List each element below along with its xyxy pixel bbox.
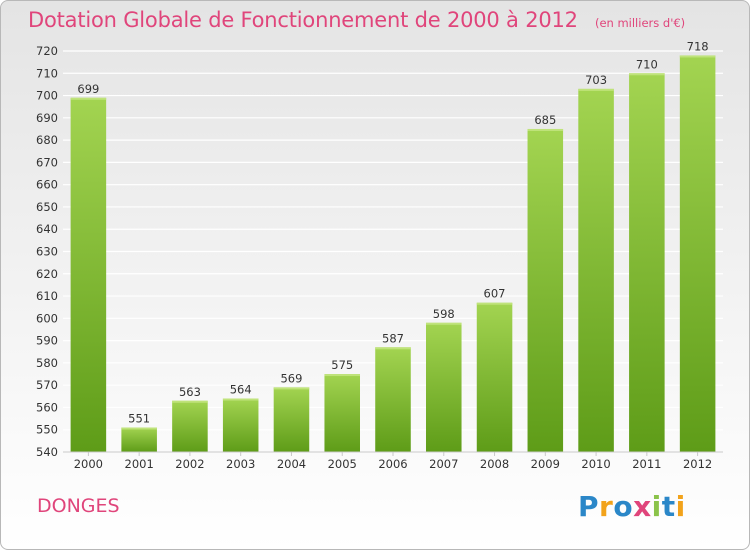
logo-letter: x: [633, 490, 652, 523]
bar-highlight: [70, 97, 107, 100]
bar-highlight: [629, 73, 665, 76]
y-tick-label: 710: [36, 66, 58, 80]
x-tick-label: 2010: [581, 457, 610, 471]
bar: [426, 322, 462, 452]
x-tick-label: 2005: [328, 457, 357, 471]
y-tick-label: 650: [36, 200, 58, 214]
y-tick-label: 660: [36, 178, 58, 192]
y-tick-label: 590: [36, 334, 58, 348]
data-label: 710: [636, 57, 658, 71]
bars: [70, 55, 716, 453]
bar-highlight: [375, 347, 411, 350]
data-label: 685: [534, 113, 556, 127]
data-label: 551: [128, 411, 150, 425]
bar-highlight: [578, 88, 614, 91]
data-label: 607: [484, 287, 506, 301]
y-tick-label: 610: [36, 289, 58, 303]
data-label: 564: [230, 383, 252, 397]
x-tick-label: 2011: [632, 457, 661, 471]
proxiti-logo[interactable]: Proxiti: [578, 490, 686, 523]
x-tick-label: 2001: [125, 457, 154, 471]
y-tick-label: 570: [36, 378, 58, 392]
data-label: 569: [280, 371, 302, 385]
bar-highlight: [222, 398, 259, 401]
logo-letter: o: [613, 490, 634, 523]
bar: [476, 302, 513, 452]
bar-highlight: [476, 302, 513, 305]
bar: [324, 374, 360, 452]
bar-highlight: [527, 128, 564, 131]
logo-letter: i: [651, 490, 662, 523]
y-tick-label: 680: [36, 133, 58, 147]
bar: [679, 55, 716, 452]
data-label: 587: [382, 331, 404, 345]
x-tick-label: 2003: [226, 457, 255, 471]
logo-letter: t: [661, 490, 676, 523]
bar: [70, 97, 107, 453]
logo-letter: r: [599, 490, 614, 523]
bar-highlight: [121, 427, 157, 430]
logo-letter: i: [675, 490, 686, 523]
y-tick-label: 630: [36, 245, 58, 259]
bar-highlight: [426, 322, 462, 325]
y-tick-label: 620: [36, 267, 58, 281]
y-tick-label: 670: [36, 155, 58, 169]
x-axis: 2000 2001 2002 2003 2004 2005 2006 2007 2008 2009…: [63, 451, 723, 471]
x-tick-label: 2009: [531, 457, 560, 471]
y-tick-label: 690: [36, 111, 58, 125]
y-tick-label: 640: [36, 222, 58, 236]
y-tick-label: 580: [36, 356, 58, 370]
x-tick-label: 2012: [683, 457, 712, 471]
y-tick-label: 560: [36, 400, 58, 414]
data-label: 598: [433, 307, 455, 321]
bar: [172, 400, 208, 452]
bar: [375, 347, 411, 452]
data-label: 575: [331, 358, 353, 372]
bar: [273, 387, 310, 452]
y-axis: 540 550 560 570 580 590 600 610 620 630 640 650 660 6…: [36, 44, 58, 459]
commune-name: DONGES: [37, 495, 120, 517]
bar-highlight: [324, 374, 360, 377]
bar-highlight: [273, 387, 310, 390]
bar: [121, 427, 157, 452]
logo-letter: P: [578, 490, 600, 523]
data-label: 563: [179, 385, 201, 399]
bar-highlight: [172, 400, 208, 403]
bar: [578, 88, 614, 452]
y-tick-label: 720: [36, 44, 58, 58]
x-tick-label: 2002: [175, 457, 204, 471]
data-label: 699: [77, 82, 99, 96]
x-tick-label: 2004: [277, 457, 306, 471]
data-label: 703: [585, 73, 607, 87]
bar: [629, 73, 665, 453]
bar: [527, 128, 564, 452]
x-tick-label: 2006: [378, 457, 407, 471]
chart-unit: (en milliers d'€): [594, 16, 686, 30]
data-label: 718: [687, 39, 709, 53]
y-tick-label: 540: [36, 445, 58, 459]
bar-highlight: [679, 55, 716, 58]
title-row: Dotation Globale de Fonctionnement de 20…: [28, 8, 685, 32]
y-tick-label: 600: [36, 311, 58, 325]
x-tick-label: 2000: [74, 457, 103, 471]
y-tick-label: 550: [36, 423, 58, 437]
bar: [222, 398, 259, 452]
y-tick-label: 700: [36, 89, 58, 103]
x-tick-label: 2007: [429, 457, 458, 471]
x-tick-label: 2008: [480, 457, 509, 471]
data-labels: 699 551 563 564 569 575 587 598 607 685 703 710 718: [77, 39, 708, 425]
chart-title: Dotation Globale de Fonctionnement de 20…: [28, 8, 578, 32]
